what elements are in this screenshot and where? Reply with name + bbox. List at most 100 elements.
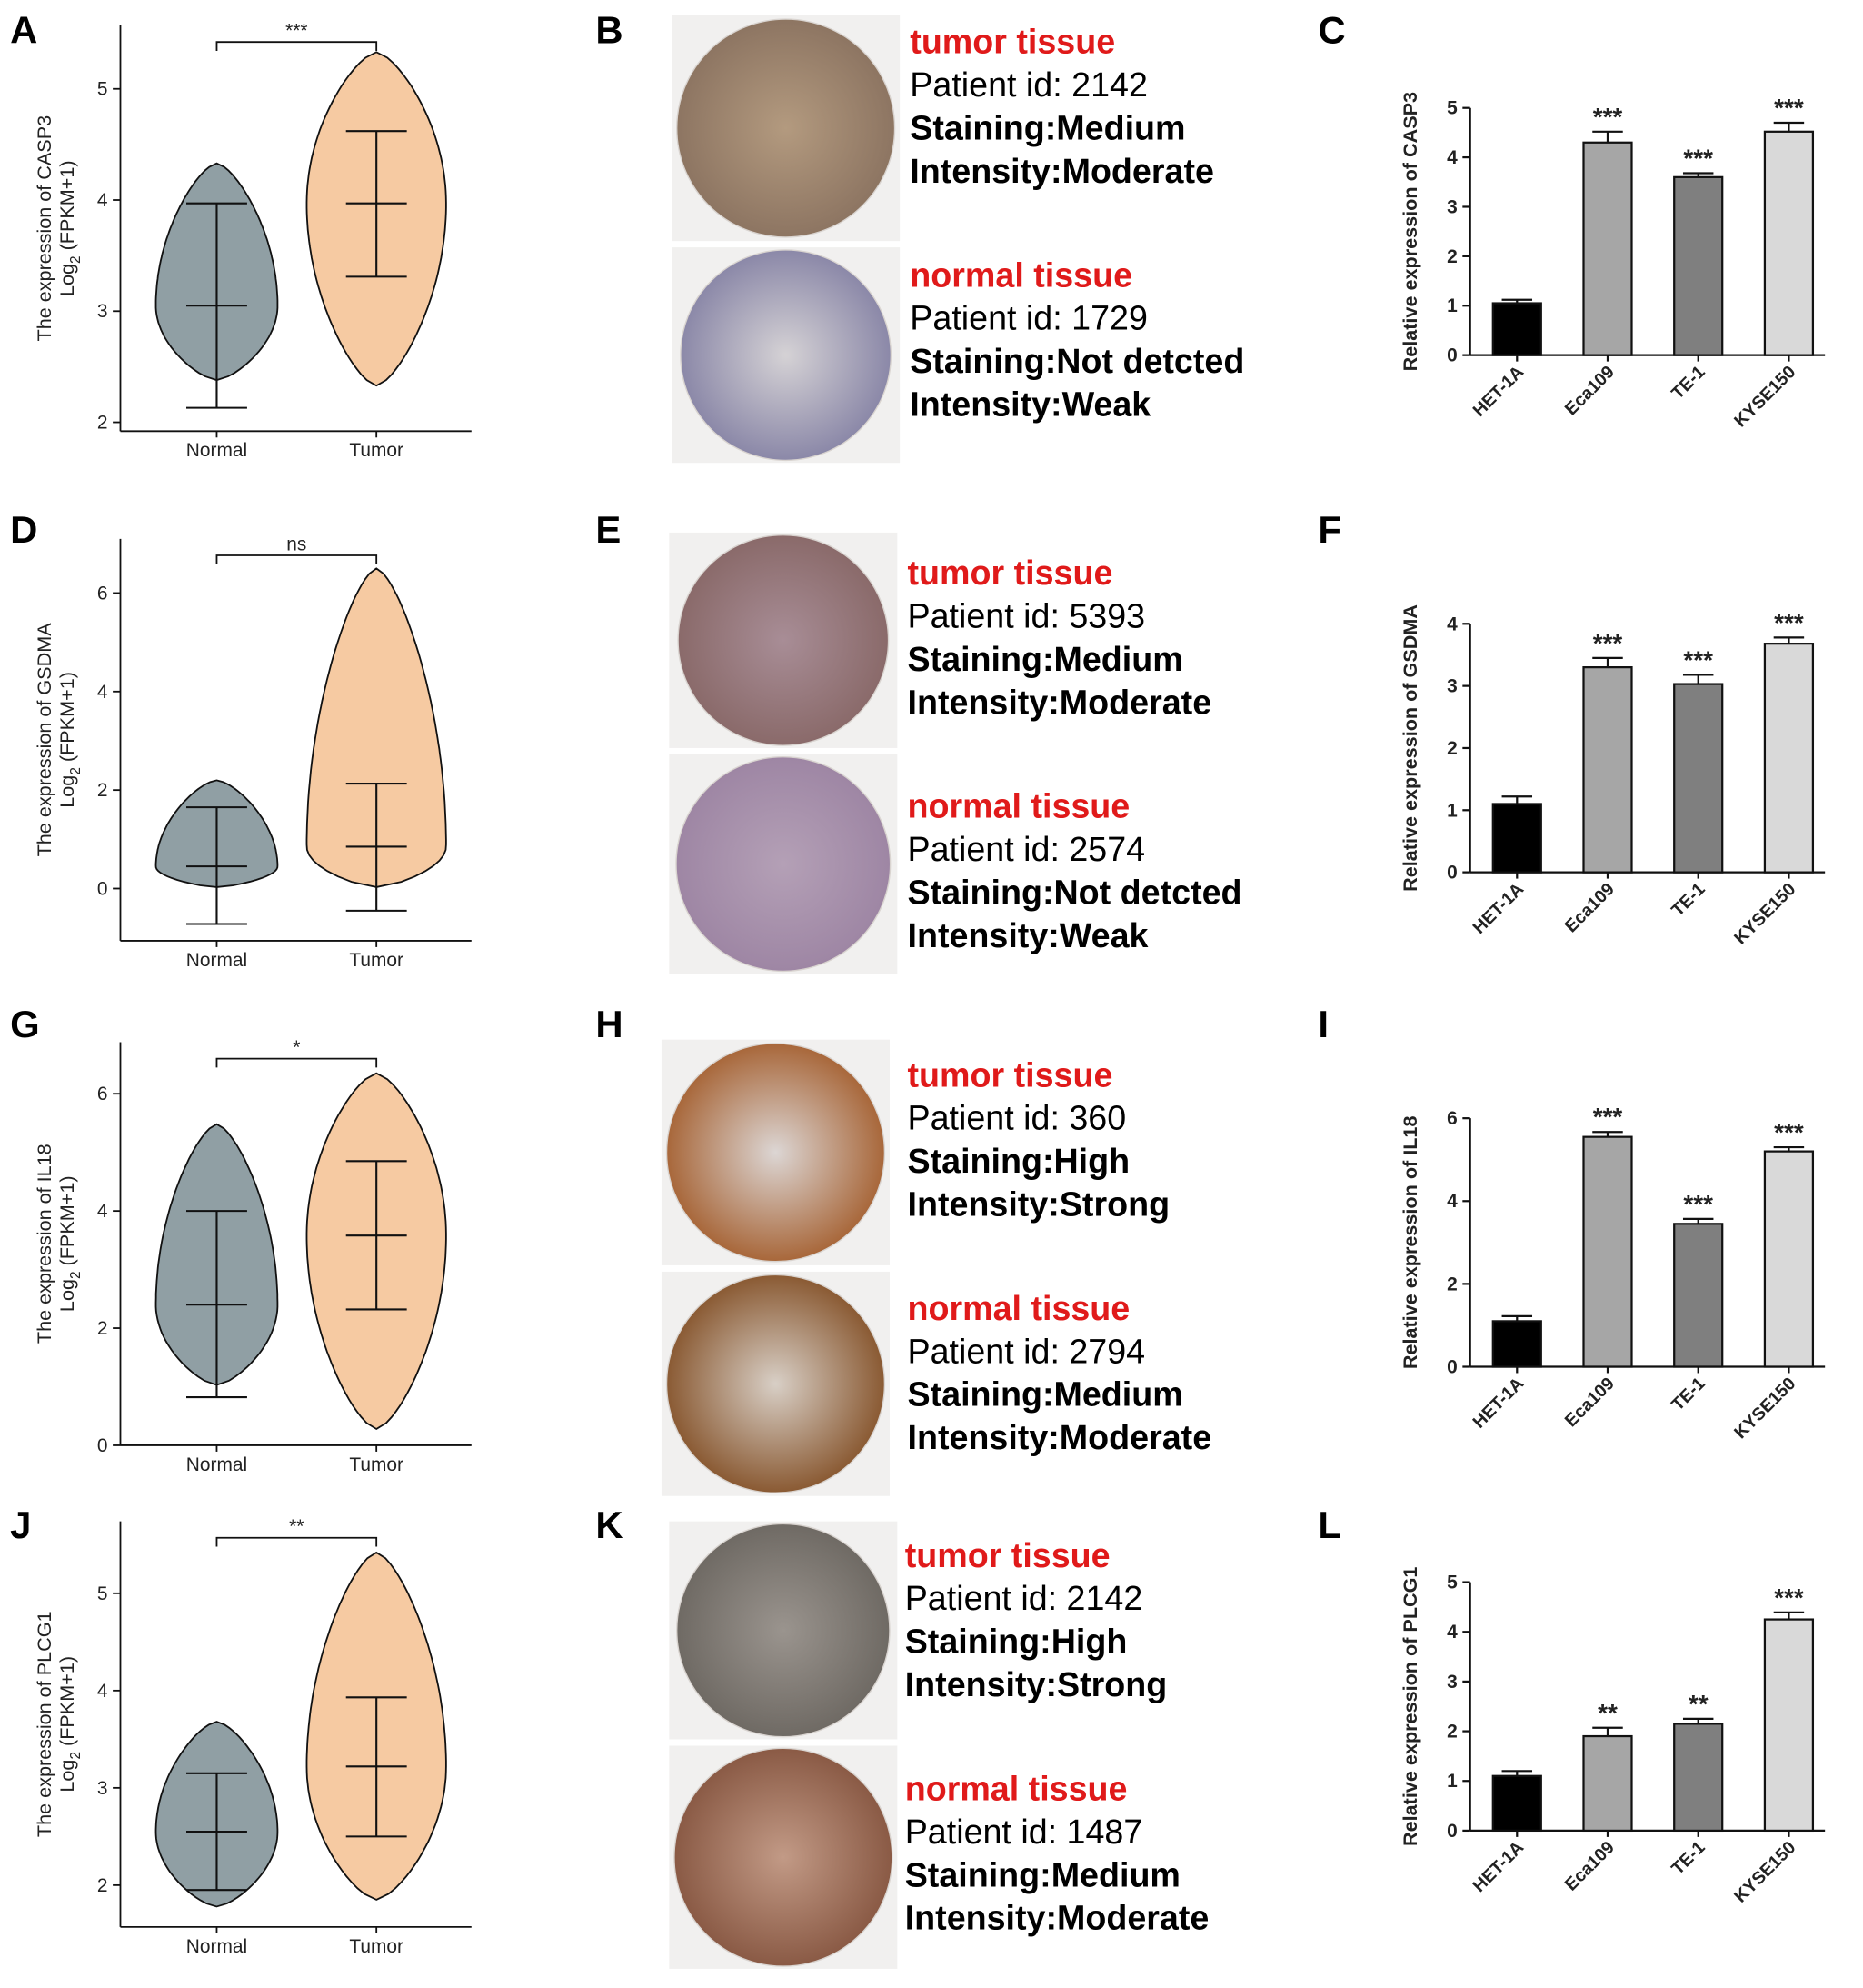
bar bbox=[1582, 666, 1633, 874]
significance-label: *** bbox=[1593, 629, 1623, 657]
tissue-line: Staining:Medium bbox=[910, 109, 1185, 147]
y-axis-label-rest: (FPKM+1) bbox=[55, 1175, 78, 1271]
tissue-line: Staining:Not detcted bbox=[908, 873, 1242, 911]
tissue-line: Intensity:Strong bbox=[905, 1665, 1168, 1703]
tissue-line: Staining:High bbox=[908, 1142, 1131, 1180]
y-tick-label: 3 bbox=[1447, 676, 1458, 697]
bar bbox=[1763, 1618, 1815, 1833]
tissue-image bbox=[675, 756, 892, 973]
tissue-title: normal tissue bbox=[908, 787, 1131, 825]
significance-bracket bbox=[215, 1536, 378, 1547]
bar bbox=[1673, 175, 1724, 356]
y-axis-label-sub: 2 bbox=[68, 767, 84, 775]
significance-label: ** bbox=[289, 1516, 304, 1537]
y-tick-label: 1 bbox=[1447, 800, 1458, 821]
x-tick-label: Normal bbox=[186, 1936, 247, 1957]
bar bbox=[1673, 1223, 1724, 1368]
y-tick-label: 4 bbox=[1447, 1191, 1458, 1212]
tissue-line: Intensity:Moderate bbox=[905, 1899, 1210, 1937]
tissue-image bbox=[680, 249, 892, 462]
significance-label: *** bbox=[1683, 645, 1713, 674]
y-tick-label: 5 bbox=[97, 1583, 108, 1604]
x-tick-label: Normal bbox=[186, 950, 247, 971]
y-axis-label-log: Log bbox=[55, 1279, 78, 1312]
y-tick-label: 0 bbox=[1447, 345, 1458, 366]
y-tick-label: 4 bbox=[97, 1681, 108, 1702]
y-axis-label: The expression of CASP3 bbox=[33, 115, 55, 342]
tissue-image bbox=[675, 1523, 891, 1738]
y-tick-label: 6 bbox=[97, 1084, 108, 1104]
y-axis-label: The expression of PLCG1 bbox=[33, 1611, 55, 1837]
y-axis-label-log: Log bbox=[55, 775, 78, 808]
y-tick-label: 0 bbox=[1447, 1356, 1458, 1377]
tissue-line: Patient id: 360 bbox=[908, 1099, 1127, 1137]
y-axis-label-sub: 2 bbox=[68, 1271, 84, 1279]
y-tick-label: 2 bbox=[97, 1875, 108, 1896]
significance-label: *** bbox=[1774, 1583, 1804, 1612]
tissue-line: Staining:Medium bbox=[905, 1855, 1181, 1893]
significance-label: *** bbox=[1593, 103, 1623, 131]
tissue-line: Intensity:Moderate bbox=[908, 1418, 1212, 1456]
y-tick-label: 3 bbox=[1447, 196, 1458, 217]
tissue-line: Staining:Medium bbox=[908, 1375, 1183, 1414]
panel-label: J bbox=[10, 1503, 31, 1546]
significance-label: *** bbox=[1683, 145, 1713, 173]
x-tick-label: Tumor bbox=[349, 1936, 403, 1957]
tissue-line: Intensity:Weak bbox=[908, 916, 1149, 954]
y-axis-label: Log2 (FPKM+1) bbox=[55, 160, 84, 296]
y-tick-label: 2 bbox=[1447, 1722, 1458, 1743]
y-tick-label: 2 bbox=[97, 780, 108, 801]
panel-label: C bbox=[1318, 9, 1345, 52]
bar bbox=[1763, 130, 1815, 356]
y-axis-label: Relative expression of GSDMA bbox=[1399, 604, 1421, 892]
bar bbox=[1673, 683, 1724, 874]
tissue-line: Patient id: 2142 bbox=[910, 65, 1148, 104]
y-axis-label: Relative expression of CASP3 bbox=[1399, 92, 1421, 371]
significance-label: * bbox=[293, 1037, 300, 1058]
y-axis-label: Log2 (FPKM+1) bbox=[55, 1175, 84, 1312]
bar bbox=[1763, 643, 1815, 874]
y-tick-label: 1 bbox=[1447, 1771, 1458, 1792]
significance-label: *** bbox=[1774, 1118, 1804, 1146]
y-tick-label: 1 bbox=[1447, 295, 1458, 316]
y-tick-label: 5 bbox=[1447, 98, 1458, 119]
panel-label: I bbox=[1318, 1003, 1329, 1045]
tissue-title: normal tissue bbox=[910, 255, 1132, 294]
y-tick-label: 3 bbox=[97, 1778, 108, 1799]
y-axis-label-sub: 2 bbox=[68, 1752, 84, 1760]
bar bbox=[1491, 302, 1542, 356]
y-axis-label: The expression of GSDMA bbox=[33, 623, 55, 857]
tissue-title: tumor tissue bbox=[910, 23, 1115, 61]
bar bbox=[1491, 1774, 1542, 1833]
y-tick-label: 4 bbox=[1447, 147, 1458, 168]
tissue-title: normal tissue bbox=[905, 1769, 1128, 1807]
y-axis-label-rest: (FPKM+1) bbox=[55, 1656, 78, 1752]
tissue-line: Patient id: 1487 bbox=[905, 1813, 1143, 1851]
x-tick-label: Normal bbox=[186, 1454, 247, 1475]
y-tick-label: 0 bbox=[1447, 863, 1458, 884]
y-tick-label: 2 bbox=[1447, 1274, 1458, 1294]
tissue-line: Staining:High bbox=[905, 1623, 1128, 1661]
panel-label: K bbox=[595, 1503, 623, 1546]
y-tick-label: 6 bbox=[97, 583, 108, 604]
y-axis-label: The expression of IL18 bbox=[33, 1144, 55, 1344]
significance-label: *** bbox=[285, 21, 307, 42]
y-axis-label: Relative expression of IL18 bbox=[1399, 1116, 1421, 1370]
tissue-line: Patient id: 1729 bbox=[910, 299, 1148, 337]
significance-label: ** bbox=[1598, 1699, 1618, 1727]
bar bbox=[1582, 141, 1633, 356]
significance-label: *** bbox=[1683, 1190, 1713, 1218]
y-tick-label: 3 bbox=[1447, 1672, 1458, 1693]
panel-label: F bbox=[1318, 508, 1341, 551]
tissue-image bbox=[677, 534, 890, 746]
y-tick-label: 4 bbox=[97, 190, 108, 211]
y-axis-label-log: Log bbox=[55, 1760, 78, 1793]
tissue-line: Staining:Not detcted bbox=[910, 342, 1244, 380]
tissue-image bbox=[673, 1747, 893, 1967]
y-axis-label: Log2 (FPKM+1) bbox=[55, 1656, 84, 1793]
y-tick-label: 5 bbox=[97, 79, 108, 100]
tissue-image bbox=[675, 18, 896, 238]
y-tick-label: 6 bbox=[1447, 1108, 1458, 1129]
y-axis-label-log: Log bbox=[55, 264, 78, 296]
